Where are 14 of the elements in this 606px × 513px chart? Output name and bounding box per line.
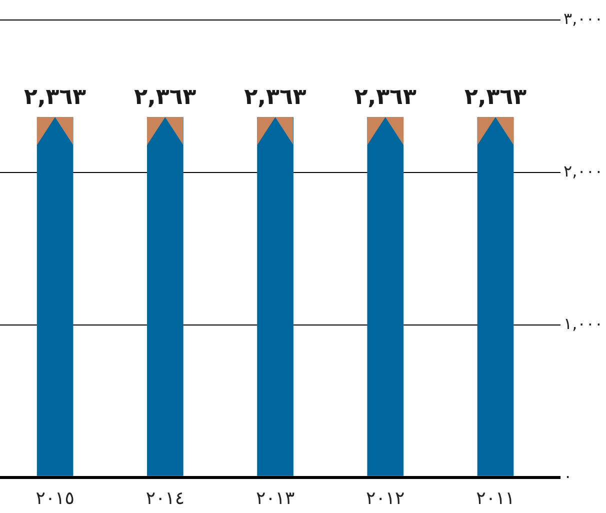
- data-label: ٢,٣٦٣: [24, 84, 87, 110]
- data-label: ٢,٣٦٣: [464, 84, 528, 110]
- y-tick-label: ٣,٠٠٠: [564, 9, 604, 28]
- x-tick-label: ٢٠١٥: [36, 488, 74, 509]
- y-tick-label: ٠: [564, 466, 572, 486]
- x-tick-label: ٢٠١٤: [146, 488, 184, 509]
- y-tick-label: ٢,٠٠٠: [564, 162, 604, 181]
- x-tick-label: ٢٠١٢: [366, 488, 405, 509]
- x-tick-label: ٢٠١٣: [256, 488, 295, 509]
- y-tick-label: ١,٠٠٠: [564, 314, 604, 334]
- data-label: ٢,٣٦٣: [244, 84, 307, 110]
- data-label: ٢,٣٦٣: [354, 84, 417, 110]
- x-tick-label: ٢٠١١: [476, 488, 515, 509]
- data-label: ٢,٣٦٣: [134, 84, 197, 110]
